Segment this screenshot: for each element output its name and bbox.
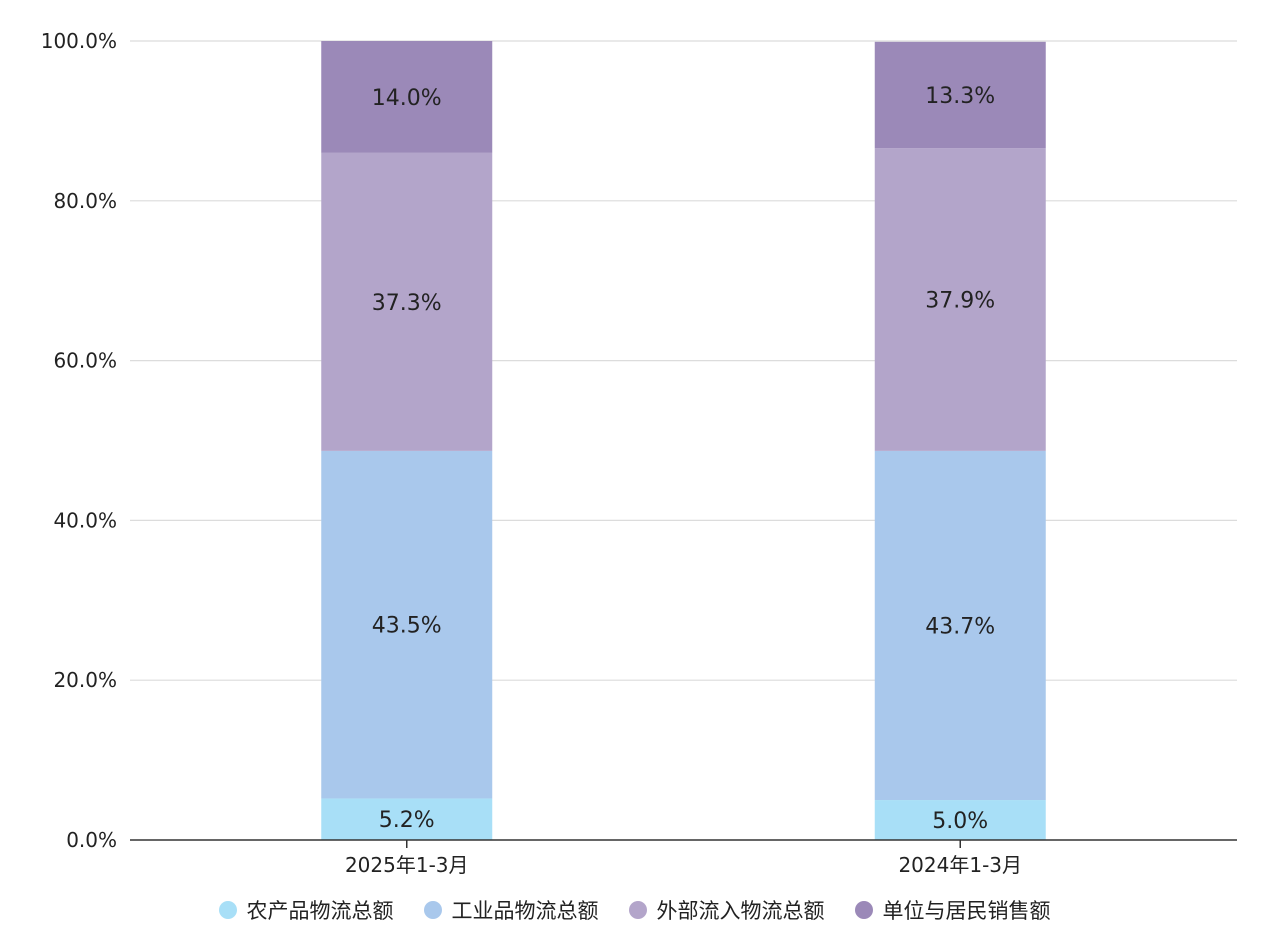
legend-swatch	[628, 901, 647, 919]
x-tick-label: 2024年1-3月	[898, 853, 1022, 877]
legend-label: 工业品物流总额	[451, 899, 599, 923]
grid-lines	[130, 40, 1237, 681]
y-tick-label: 100.0%	[41, 29, 117, 53]
bar-segment	[874, 450, 1046, 801]
data-label: 37.9%	[925, 288, 995, 313]
data-label: 5.2%	[379, 808, 435, 833]
legend-item[interactable]: 农产品物流总额	[218, 895, 394, 925]
data-label: 13.3%	[925, 84, 995, 109]
legend-label: 外部流入物流总额	[656, 899, 825, 923]
legend-item[interactable]: 工业品物流总额	[423, 895, 599, 925]
y-tick-label: 20.0%	[53, 668, 117, 692]
data-label: 43.5%	[372, 614, 442, 639]
legend-label: 农产品物流总额	[246, 899, 394, 923]
data-label: 43.7%	[925, 614, 995, 639]
bar-segment	[321, 152, 493, 451]
data-labels: 5.2% 43.5% 37.3% 14.0% 5.0% 43.7% 37.9% 13.3%	[372, 84, 995, 834]
y-tick-label: 0.0%	[66, 828, 117, 852]
bar-segment	[874, 148, 1046, 451]
legend-item[interactable]: 单位与居民销售额	[854, 895, 1051, 925]
stacked-bar-chart: 0.0% 20.0% 40.0% 60.0% 80.0% 100.0% 5.2% 43.5%…	[41, 29, 1237, 877]
bar-segment	[321, 41, 493, 153]
legend-item[interactable]: 外部流入物流总额	[628, 895, 825, 925]
y-tick-label: 60.0%	[53, 349, 117, 373]
x-tick-label: 2025年1-3月	[345, 853, 469, 877]
data-label: 5.0%	[932, 809, 988, 834]
legend-swatch	[423, 901, 442, 919]
data-label: 14.0%	[372, 86, 442, 111]
legend-swatch	[854, 901, 873, 919]
bar-segment	[874, 41, 1046, 149]
bar-segment	[321, 450, 493, 799]
y-tick-label: 80.0%	[53, 189, 117, 213]
bar-segment	[874, 800, 1046, 840]
legend-swatch	[218, 901, 237, 919]
bar-segment	[321, 798, 493, 840]
data-label: 37.3%	[372, 291, 442, 316]
bars	[321, 41, 1046, 840]
y-tick-label: 40.0%	[53, 508, 117, 532]
legend: 农产品物流总额 工业品物流总额 外部流入物流总额 单位与居民销售额	[0, 893, 1269, 927]
y-axis-ticks: 0.0% 20.0% 40.0% 60.0% 80.0% 100.0%	[41, 29, 117, 852]
legend-label: 单位与居民销售额	[882, 899, 1051, 923]
x-axis-ticks: 2025年1-3月 2024年1-3月	[345, 840, 1022, 877]
